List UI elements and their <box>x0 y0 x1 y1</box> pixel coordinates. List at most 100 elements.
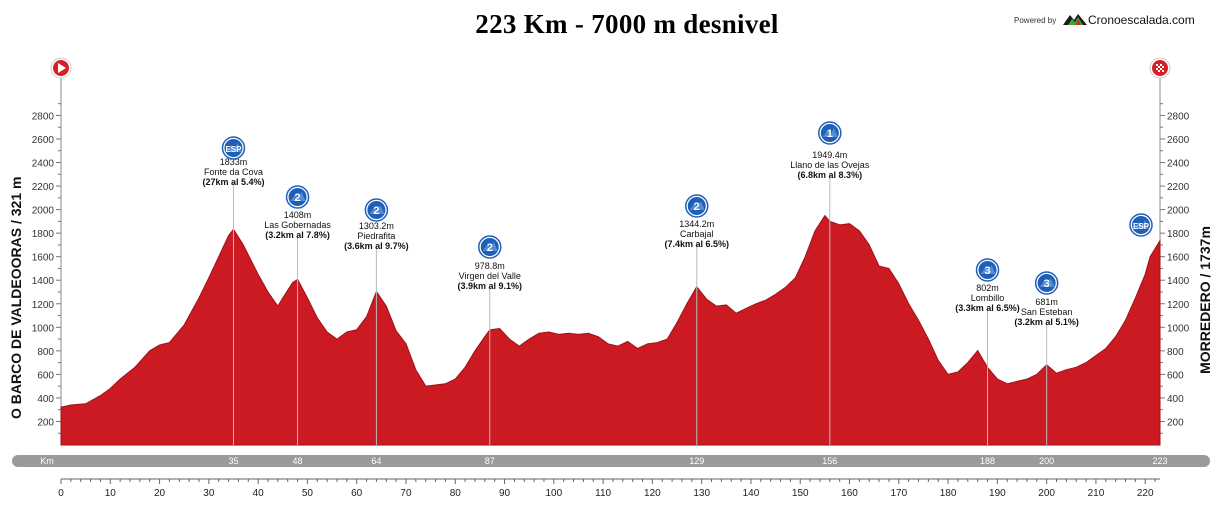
climb-detail: (27km al 5.4%) <box>202 177 264 187</box>
x-tick-label: 200 <box>1038 488 1055 499</box>
checkered-square <box>1160 64 1162 66</box>
climb-altitude: 1949.4m <box>812 150 847 160</box>
climb-detail: (3.9km al 9.1%) <box>457 281 522 291</box>
x-tick-label: 220 <box>1137 488 1154 499</box>
climb-detail: (7.4km al 6.5%) <box>664 239 729 249</box>
powered-by-text: Powered by <box>1014 16 1057 25</box>
y-tick-label-right: 1600 <box>1167 253 1190 264</box>
km-bar-group: Km 35 48 64 87 129 156 188 200 223 <box>12 455 1210 467</box>
x-tick-label: 160 <box>841 488 858 499</box>
x-tick-label: 180 <box>940 488 957 499</box>
y-tick-label-right: 1200 <box>1167 300 1190 311</box>
y-tick-label-right: 1000 <box>1167 323 1190 334</box>
km-bar-marker: 200 <box>1039 456 1054 466</box>
y-tick-label-right: 600 <box>1167 370 1184 381</box>
climb-category-label: 2 <box>294 192 300 204</box>
x-tick-label: 30 <box>203 488 215 499</box>
y-tick-label-left: 2800 <box>32 111 55 122</box>
climb-detail: (3.3km al 6.5%) <box>955 303 1020 313</box>
y-tick-label-left: 1000 <box>32 323 55 334</box>
climb-detail: (3.2km al 5.1%) <box>1014 317 1079 327</box>
climb-altitude: 681m <box>1035 297 1058 307</box>
mountain-icon <box>1039 278 1055 287</box>
y-tick-label-right: 200 <box>1167 417 1184 428</box>
climb-name: Lombillo <box>971 293 1005 303</box>
km-bar-marker: 129 <box>689 456 704 466</box>
x-axis-group: 0 10 20 30 40 50 60 70 80 90 100 110 120 130 140 150 160… <box>58 478 1160 499</box>
km-bar-marker: 35 <box>228 456 238 466</box>
climb-altitude: 1833m <box>220 157 248 167</box>
x-tick-label: 60 <box>351 488 363 499</box>
climb-name: Las Gobernadas <box>264 220 331 230</box>
checkered-square <box>1158 70 1160 72</box>
climb-category-label: 2 <box>694 201 700 213</box>
climb-category-label: ESP <box>225 145 242 154</box>
climb-name: Fonte da Cova <box>204 167 263 177</box>
checkered-square <box>1158 66 1160 68</box>
climb-altitude: 1408m <box>284 210 312 220</box>
y-tick-label-right: 2000 <box>1167 206 1190 217</box>
climb-name: Llano de las Ovejas <box>790 160 870 170</box>
x-tick-label: 10 <box>105 488 117 499</box>
mountain-icon <box>1134 220 1149 229</box>
y-tick-label-right: 800 <box>1167 347 1184 358</box>
checkered-square <box>1162 66 1164 68</box>
checkered-square <box>1160 68 1162 70</box>
km-bar-marker: 48 <box>293 456 303 466</box>
y-tick-label-right: 1800 <box>1167 229 1190 240</box>
y-tick-label-left: 600 <box>37 370 54 381</box>
km-bar-marker: 188 <box>980 456 995 466</box>
y-tick-label-right: 2200 <box>1167 182 1190 193</box>
y-tick-label-right: 400 <box>1167 394 1184 405</box>
y-tick-label-left: 2000 <box>32 206 55 217</box>
x-tick-label: 80 <box>450 488 462 499</box>
mountain-icon <box>980 265 996 274</box>
x-tick-label: 0 <box>58 488 64 499</box>
climb-category-label: 3 <box>984 265 990 277</box>
y-tick-label-left: 1200 <box>32 300 55 311</box>
y-tick-label-left: 1800 <box>32 229 55 240</box>
y-tick-label-left: 800 <box>37 347 54 358</box>
x-tick-label: 190 <box>989 488 1006 499</box>
x-tick-label: 70 <box>400 488 412 499</box>
mountain-icon <box>482 242 498 251</box>
climb-name: Piedrafita <box>357 231 395 241</box>
km-bar <box>12 455 1210 467</box>
y-tick-label-left: 400 <box>37 394 54 405</box>
mountain-icon <box>226 143 242 152</box>
climb-category-label: 3 <box>1044 278 1050 290</box>
y-tick-label-left: 1400 <box>32 276 55 287</box>
x-tick-label: 140 <box>743 488 760 499</box>
y-tick-label-right: 1400 <box>1167 276 1190 287</box>
y-tick-label-right: 2400 <box>1167 159 1190 170</box>
mountain-logo-icon <box>1063 14 1087 25</box>
x-tick-label: 210 <box>1088 488 1105 499</box>
x-tick-label: 130 <box>693 488 710 499</box>
x-tick-label: 170 <box>890 488 907 499</box>
mountain-icon <box>369 205 385 214</box>
x-tick-label: 50 <box>302 488 314 499</box>
km-bar-marker: 64 <box>371 456 381 466</box>
climb-name: Virgen del Valle <box>459 271 521 281</box>
y-tick-label-right: 2600 <box>1167 135 1190 146</box>
climb-name: San Esteban <box>1021 307 1073 317</box>
climb-detail: (6.8km al 8.3%) <box>798 170 863 180</box>
km-bar-marker: 156 <box>822 456 837 466</box>
km-bar-marker: 87 <box>485 456 495 466</box>
checkered-square <box>1156 64 1158 66</box>
y-tick-label-left: 1600 <box>32 253 55 264</box>
flags-group <box>50 57 1171 82</box>
climb-category-label: 2 <box>373 205 379 217</box>
climb-detail: (3.6km al 9.7%) <box>344 241 409 251</box>
mountain-icon <box>689 201 705 210</box>
x-tick-label: 90 <box>499 488 511 499</box>
climb-category-label: 1 <box>827 128 833 140</box>
climb-category-label: ESP <box>1133 222 1150 231</box>
brand-link[interactable]: Cronoescalada.com <box>1088 13 1195 27</box>
km-bar-label: Km <box>40 456 54 466</box>
play-icon <box>58 63 66 73</box>
x-tick-label: 150 <box>792 488 809 499</box>
checkered-square <box>1156 68 1158 70</box>
